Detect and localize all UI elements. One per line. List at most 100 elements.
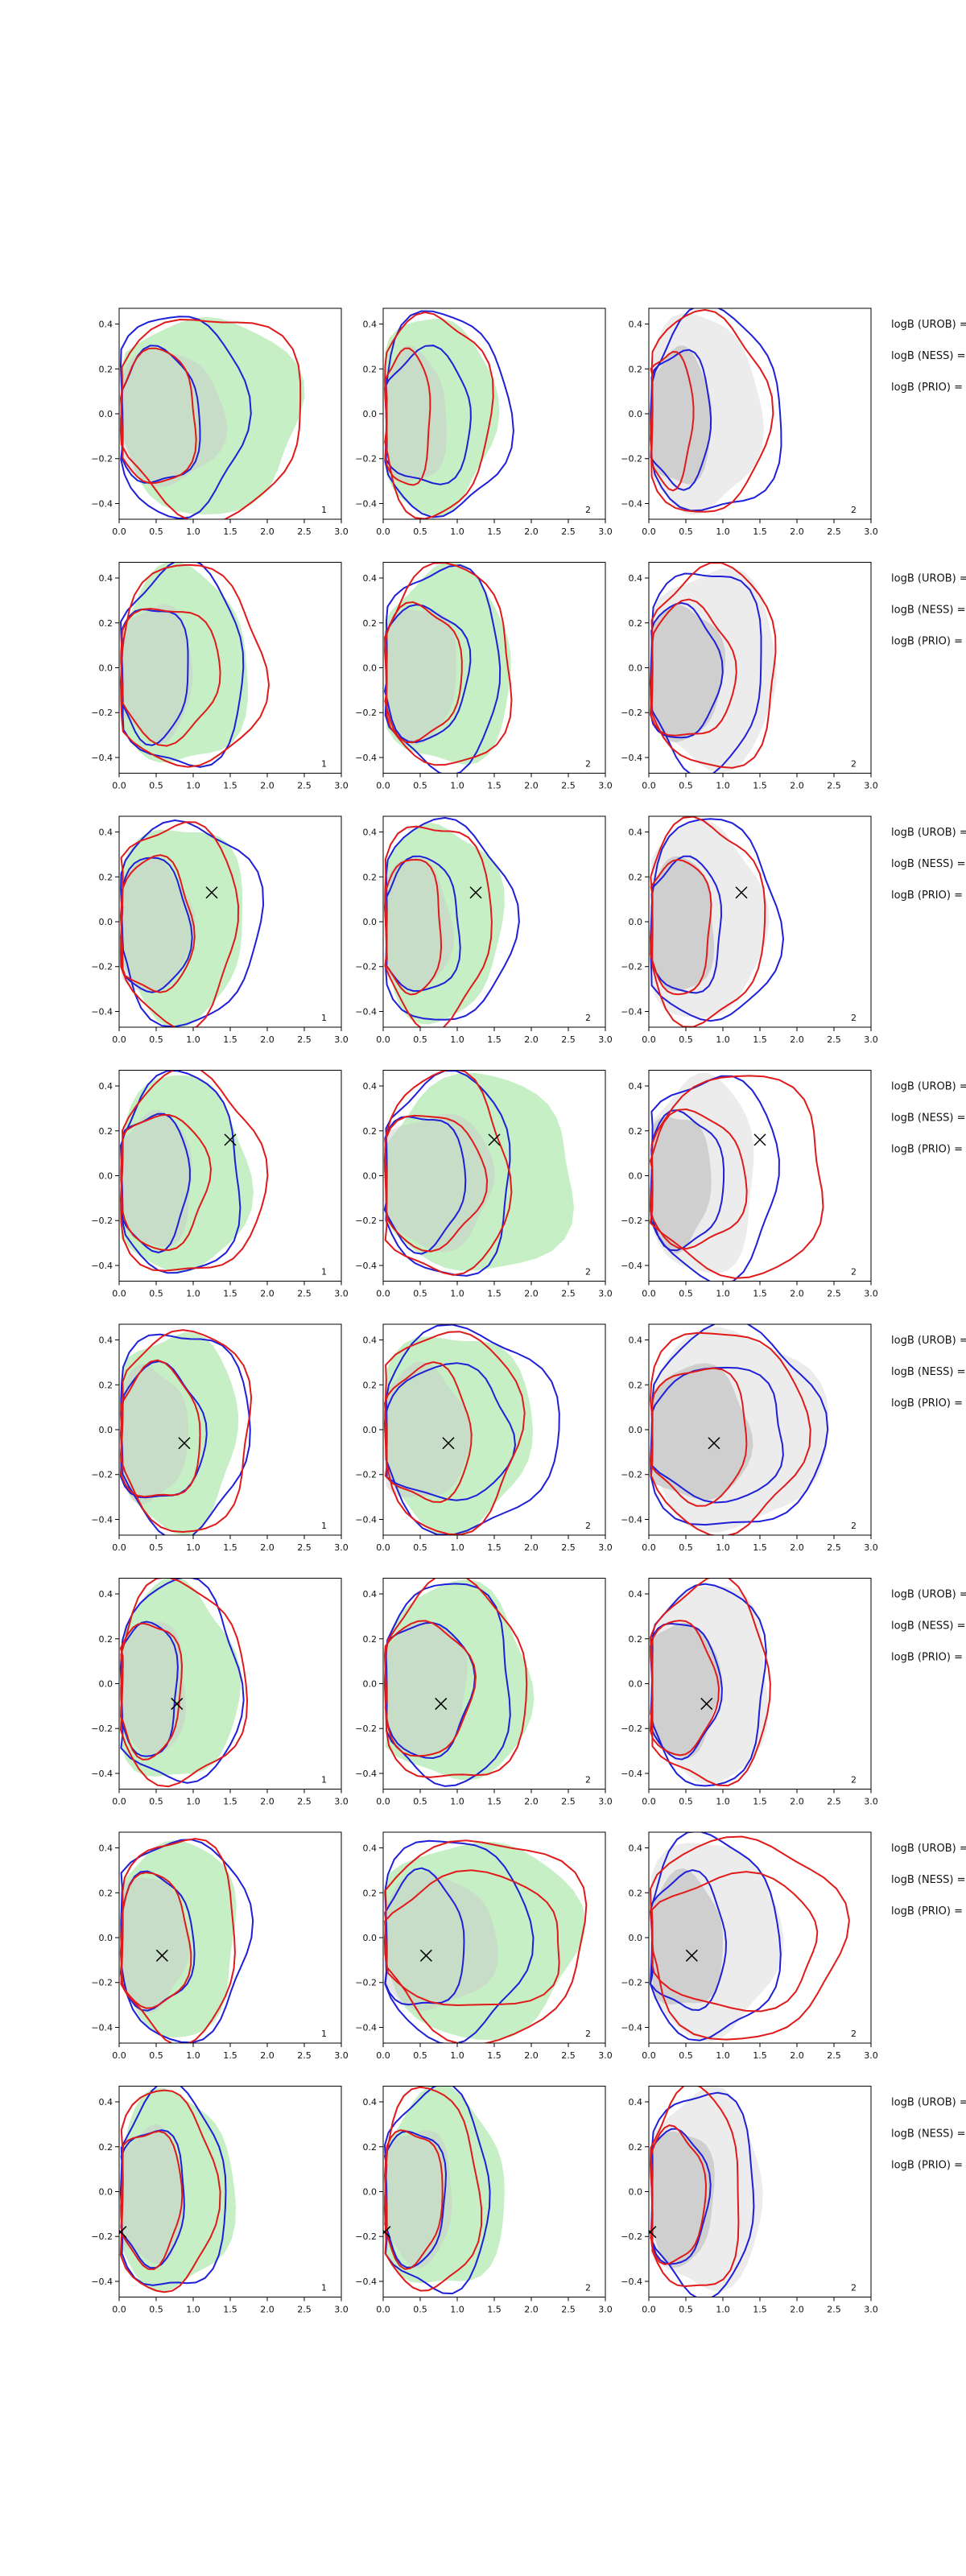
y-tick-label: −0.4	[621, 2022, 642, 2033]
x-tick-label: 2.0	[260, 1289, 275, 1299]
x-marker	[442, 1437, 455, 1450]
x-tick-label: 2.0	[524, 1034, 539, 1045]
density-fill-outer	[121, 2087, 237, 2293]
x-tick-label: 2.5	[827, 781, 841, 791]
side-label: logB (NESS) =	[891, 1366, 965, 1378]
density-fill-outer	[385, 1841, 586, 2041]
x-tick-label: 0.5	[679, 1034, 693, 1045]
x-tick-label: 2.0	[260, 781, 275, 791]
x-tick-label: 1.0	[716, 1797, 730, 1807]
y-tick-label: 0.0	[629, 1933, 643, 1943]
density-fill-inner	[121, 1364, 188, 1505]
x-tick-label: 2.0	[524, 526, 539, 537]
x-tick-label: 1.0	[716, 1542, 730, 1553]
panel-corner-label: 2	[585, 1267, 591, 1278]
x-tick-label: 1.5	[223, 1797, 237, 1807]
density-fill-inner	[120, 604, 193, 745]
y-tick-label: −0.2	[91, 1470, 113, 1480]
x-marker	[685, 1949, 698, 1962]
x-tick-label: 0.0	[376, 781, 390, 791]
x-tick-label: 0.5	[149, 1542, 163, 1553]
x-marker	[119, 2226, 127, 2239]
y-tick-label: −0.2	[355, 1724, 377, 1734]
x-tick-label: 1.0	[186, 781, 200, 791]
x-tick-label: 1.0	[186, 1034, 200, 1045]
density-fill-inner	[650, 1622, 722, 1758]
x-tick-label: 2.0	[524, 1797, 539, 1807]
x-tick-label: 1.5	[487, 1797, 502, 1807]
red-contour-inner	[650, 1367, 748, 1507]
red-contour-outer	[119, 2089, 221, 2293]
panel-corner-label: 1	[321, 1521, 327, 1531]
x-marker	[155, 1949, 168, 1962]
row-side-labels: logB (UROB) = logB (NESS) = logB (PRIO) =	[891, 573, 966, 648]
x-tick-label: 2.0	[260, 1542, 275, 1553]
x-tick-label: 0.5	[413, 2050, 427, 2061]
panel-r5-c3: 0.0 0.5 1.0 1.5 2.0 2.5 3.0 0.4 0.2 0.0 −0.2 −0.4 2	[621, 1323, 878, 1553]
x-tick-label: 1.0	[186, 2050, 200, 2061]
panel-corner-label: 2	[851, 1267, 857, 1278]
side-label: logB (NESS) =	[891, 1874, 965, 1886]
y-tick-label: 0.0	[99, 1679, 114, 1690]
x-tick-label: 0.5	[149, 2305, 163, 2315]
x-tick-label: 2.0	[790, 1289, 804, 1299]
side-label: logB (PRIO) =	[891, 890, 963, 902]
x-tick-label: 0.0	[376, 2050, 390, 2061]
x-tick-label: 2.5	[297, 1034, 312, 1045]
x-tick-label: 1.5	[223, 2050, 237, 2061]
y-tick-label: 0.2	[629, 364, 643, 374]
y-tick-label: 0.4	[99, 828, 114, 838]
x-tick-label: 1.0	[450, 1542, 464, 1553]
y-tick-label: 0.0	[99, 409, 114, 419]
x-tick-label: 3.0	[864, 526, 878, 537]
x-tick-label: 2.0	[524, 2050, 539, 2061]
x-tick-label: 0.5	[149, 1797, 163, 1807]
side-label: logB (NESS) =	[891, 858, 965, 870]
y-tick-label: 0.2	[629, 1888, 643, 1898]
blue-contour-outer	[649, 572, 762, 774]
x-tick-label: 3.0	[598, 1797, 613, 1807]
panel-r6-c3: 0.0 0.5 1.0 1.5 2.0 2.5 3.0 0.4 0.2 0.0 −0.2 −0.4 2	[621, 1578, 878, 1807]
density-fill-outer	[385, 319, 500, 517]
panel-r4-c3: 0.0 0.5 1.0 1.5 2.0 2.5 3.0 0.4 0.2 0.0 −0.2 −0.4 2	[621, 1070, 878, 1299]
density-fill-inner	[385, 1621, 468, 1757]
red-contour-outer	[383, 562, 513, 766]
x-marker	[649, 2226, 657, 2239]
x-marker	[205, 886, 218, 899]
x-tick-label: 0.5	[679, 1797, 693, 1807]
density-fill-inner	[650, 1117, 712, 1254]
y-tick-label: 0.2	[629, 618, 643, 629]
x-tick-label: 0.0	[642, 1797, 656, 1807]
x-tick-label: 1.0	[716, 526, 730, 537]
red-contour-inner	[384, 1869, 560, 2007]
panel-r2-c3: 0.0 0.5 1.0 1.5 2.0 2.5 3.0 0.4 0.2 0.0 −0.2 −0.4 2	[621, 562, 878, 791]
x-tick-label: 0.0	[376, 1542, 390, 1553]
x-tick-label: 2.0	[790, 2050, 804, 2061]
side-label: logB (NESS) =	[891, 1113, 965, 1125]
red-contour-inner	[650, 2124, 708, 2265]
red-contour-outer	[120, 1070, 269, 1272]
x-tick-label: 1.5	[223, 781, 237, 791]
x-tick-label: 3.0	[598, 2050, 613, 2061]
x-tick-label: 2.5	[297, 781, 312, 791]
x-tick-label: 2.0	[790, 1797, 804, 1807]
panel-corner-label: 1	[321, 2283, 327, 2293]
y-tick-label: 0.4	[363, 1081, 378, 1092]
x-marker	[383, 2226, 391, 2239]
blue-contour-outer	[384, 1839, 535, 2043]
panel-r6-c2: 0.0 0.5 1.0 1.5 2.0 2.5 3.0 0.4 0.2 0.0 −0.2 −0.4 2	[355, 1578, 613, 1807]
red-contour-inner	[120, 1113, 213, 1252]
panel-corner-label: 2	[585, 759, 591, 770]
y-tick-label: −0.4	[355, 1514, 377, 1525]
density-fill-outer	[120, 829, 242, 1027]
panel-corner-label: 1	[321, 1775, 327, 1785]
x-tick-label: 1.5	[753, 1797, 767, 1807]
x-tick-label: 0.5	[679, 526, 693, 537]
panel-corner-label: 1	[321, 2029, 327, 2039]
x-tick-label: 0.5	[149, 2050, 163, 2061]
x-tick-label: 1.5	[487, 2050, 502, 2061]
x-tick-label: 1.0	[716, 1034, 730, 1045]
y-tick-label: −0.4	[621, 1261, 642, 1271]
density-fill-outer	[385, 822, 505, 1025]
density-fill-inner	[385, 2130, 452, 2268]
